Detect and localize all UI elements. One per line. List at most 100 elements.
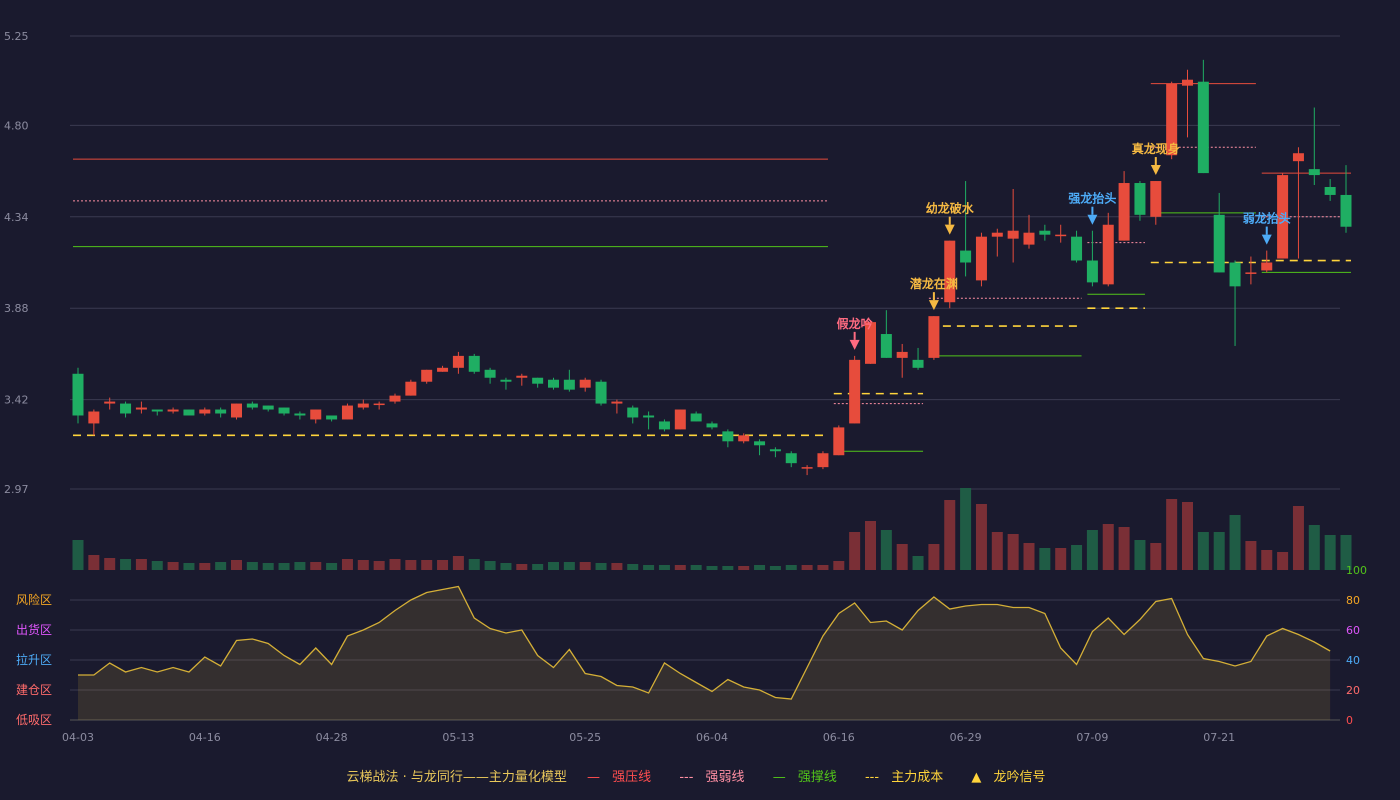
candle-body [310,409,322,420]
volume-bar [1324,535,1336,570]
date-tick-label: 04-16 [189,731,221,744]
candle-body [706,423,718,428]
legend-strength-line[interactable]: --- 强弱线 [679,770,745,785]
volume-bar [1245,541,1257,570]
candle-body [88,411,100,424]
volume-bar [389,559,401,570]
volume-bar [611,563,623,570]
candle-body [326,415,338,420]
volume-bar [199,563,211,570]
candle-body [1324,187,1336,195]
candle-body [1197,81,1209,174]
candle-body [801,467,813,469]
osc-zone-label: 出货区 [16,622,52,637]
volume-bar [1229,515,1241,570]
volume-bar [1261,550,1273,570]
candle-body [1277,175,1289,259]
volume-bar [151,561,163,570]
candle-body [262,405,274,410]
volume-bar [357,560,369,570]
osc-tick-label: 60 [1346,624,1360,637]
candle-body [865,322,876,364]
candle-body [548,379,559,388]
date-tick-label: 07-21 [1203,731,1235,744]
volume-bar [1308,525,1320,570]
volume-bar [769,566,781,570]
volume-bar [563,562,575,570]
price-tick-label: 3.42 [4,394,29,407]
legend-dragon-signal[interactable]: ▲ 龙吟信号 [971,770,1046,785]
volume-bar [72,540,84,570]
candle-body [1134,183,1146,215]
candle-body [627,407,639,418]
volume-bar [801,565,813,570]
candle-body [437,367,449,372]
signal-arrow [928,300,939,311]
candle-body [674,409,686,430]
volume-bar [865,521,876,570]
legend-main-cost[interactable]: --- 主力成本 [864,770,944,785]
legend-title: 云梯战法 · 与龙同行——主力量化模型 [346,770,567,785]
legend-strong-resistance[interactable]: — 强压线 [587,770,652,785]
volume-bar [373,561,385,570]
volume-bar [579,562,591,570]
candle-body [658,421,670,430]
candle-body [1086,260,1098,283]
volume-bar [1182,502,1193,570]
candle-body [1023,232,1035,245]
candle-body [1071,236,1083,261]
candle-body [1039,230,1051,235]
volume-bar [1134,540,1146,570]
candle-body [975,236,987,281]
price-tick-label: 4.34 [4,211,29,224]
date-tick-label: 06-04 [696,731,728,744]
candle-body [183,409,195,416]
volume-bar [674,565,686,570]
volume-bar [135,559,147,570]
candle-body [643,415,655,418]
volume-bar [1055,548,1067,570]
candle-body [912,359,924,368]
candle-body [199,409,211,414]
candle-body [500,379,512,382]
date-tick-label: 05-25 [569,731,601,744]
candle-body [817,453,829,468]
date-tick-label: 04-28 [316,731,348,744]
candle-body [135,407,147,410]
volume-bar [548,562,559,570]
volume-bar [532,564,544,570]
volume-bar [706,566,718,570]
volume-bar [960,488,972,570]
volume-bar [738,566,750,570]
osc-zone-label: 拉升区 [16,652,52,667]
volume-bar [785,565,797,570]
price-tick-label: 3.88 [4,302,29,315]
volume-bar [104,558,116,570]
volume-bar [500,563,512,570]
volume-bar [468,559,480,570]
volume-bar [231,560,242,570]
volume-bar [341,559,353,570]
signal-arrow [1150,165,1161,176]
candle-body [405,381,417,396]
candle-body [1182,79,1193,86]
candle-body [516,375,528,378]
candle-body [1229,262,1241,287]
volume-bar [405,560,417,570]
candle-body [1118,183,1130,241]
volume-bar [294,562,306,570]
volume-bar [452,556,464,570]
osc-area [78,586,1331,720]
candle-body [896,351,908,358]
signal-arrow [944,224,955,235]
legend-strong-support[interactable]: — 强撑线 [772,770,837,785]
volume-bar [88,555,100,570]
volume-bar [991,532,1003,570]
volume-bar [278,563,290,570]
candle-body [452,355,464,368]
candle-body [231,403,242,418]
signal-label: 幼龙破水 [926,201,975,216]
